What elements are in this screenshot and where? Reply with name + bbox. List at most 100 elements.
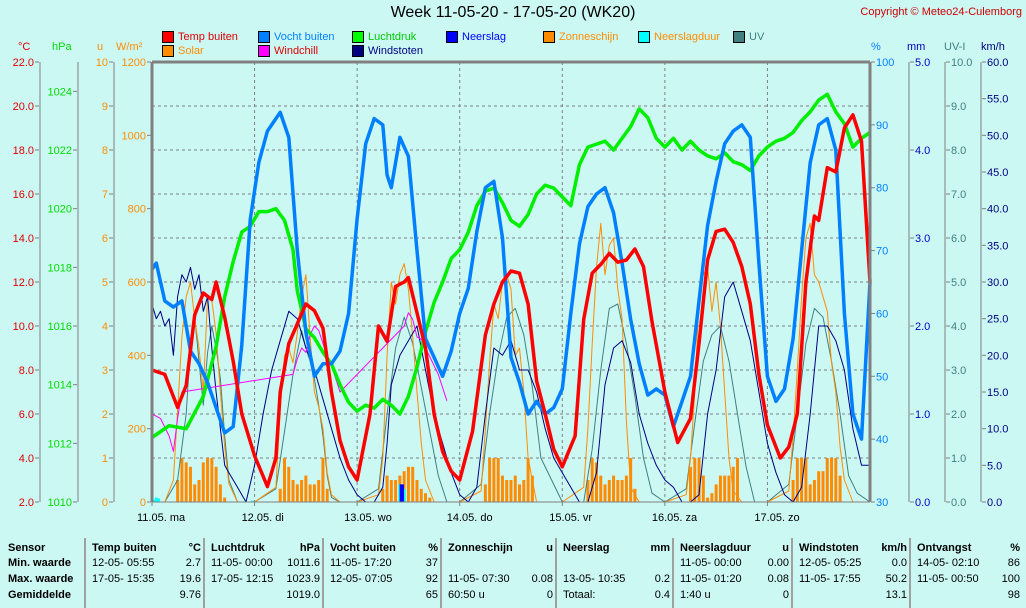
stats-header-label: Vocht buiten (330, 542, 396, 554)
bar-zonneschijn (428, 497, 432, 502)
tick-label-rain: 0.0 (915, 497, 930, 509)
tick-label-rain: 2.0 (915, 321, 930, 333)
legend-swatch (446, 31, 458, 43)
tick-label-wind: 15.0 (987, 387, 1008, 399)
stats-time: 11-05- 00:50 (917, 573, 979, 585)
legend-swatch (543, 31, 555, 43)
stats-row: 12-05- 07:05 92 (324, 573, 442, 589)
bar-zonneschijn (513, 475, 517, 502)
stats-value: 0.0 (891, 557, 907, 569)
stats-header: Ontvangst% (911, 542, 1024, 558)
tick-label-sun: 6 (102, 233, 108, 245)
legend-item: Windstoten (352, 45, 423, 57)
tick-label-humidity: 80 (876, 183, 888, 195)
stats-header: Sensor (6, 542, 88, 558)
bar-zonneschijn (197, 480, 201, 502)
bar-zonneschijn (736, 458, 740, 502)
bar-zonneschijn (304, 475, 308, 502)
bar-zonneschijn (800, 458, 804, 502)
stats-header: Neerslag mm (557, 542, 674, 558)
bar-zonneschijn (522, 480, 526, 502)
stats-row: 1019.0 (205, 589, 324, 605)
tick-label-humidity: 100 (876, 57, 894, 69)
bar-zonneschijn (287, 466, 291, 502)
stats-header-unit: km/h (881, 542, 907, 554)
tick-label-wind: 0.0 (987, 497, 1002, 509)
bar-zonneschijn (830, 458, 834, 502)
bar-zonneschijn (406, 466, 410, 502)
stats-row: 11-05- 00:50 100 (911, 573, 1024, 589)
bar-zonneschijn (624, 475, 628, 502)
stats-column: Zonneschijn u 11-05- 07:30 0.08 60:50 u 0 (440, 538, 557, 608)
bar-zonneschijn (838, 475, 842, 502)
bar-zonneschijn (488, 458, 492, 502)
tick-label-pressure: 1018 (48, 262, 72, 274)
x-tick-label: 11.05. ma (137, 512, 186, 524)
tick-label-sun: 7 (102, 189, 108, 201)
bar-series (152, 458, 842, 502)
bar-zonneschijn (817, 471, 821, 502)
bar-zonneschijn (599, 475, 603, 502)
stats-row-label: Max. waarde (8, 573, 74, 585)
bar-zonneschijn (278, 488, 282, 502)
tick-label-solar: 1200 (122, 57, 146, 69)
stats-value: 9.76 (179, 589, 201, 601)
stats-value: 2.7 (185, 557, 201, 569)
legend-label: Vocht buiten (274, 31, 335, 43)
legend-label: Luchtdruk (368, 31, 417, 43)
bar-zonneschijn (193, 484, 197, 502)
tick-label-sun: 9 (102, 101, 108, 113)
bar-zonneschijn (526, 458, 530, 502)
bar-zonneschijn (385, 475, 389, 502)
tick-label-rain: 5.0 (915, 57, 930, 69)
bar-zonneschijn (795, 458, 799, 502)
bar-zonneschijn (530, 475, 534, 502)
stats-row: 11-05- 17:20 37 (324, 557, 442, 573)
bar-zonneschijn (317, 480, 321, 502)
legend-swatch (258, 31, 270, 43)
tick-label-solar: 200 (128, 424, 146, 436)
stats-value: 0 (782, 589, 789, 601)
stats-row: 98 (911, 589, 1024, 605)
stats-value: 65 (425, 589, 438, 601)
legend-swatch (352, 31, 364, 43)
stats-row: 13-05- 10:35 0.2 (557, 573, 674, 589)
bar-zonneschijn (804, 458, 808, 502)
stats-row: 11-05- 07:30 0.08 (442, 573, 557, 589)
stats-header-label: Neerslag (563, 542, 610, 554)
weather-chart: 2.04.06.08.010.012.014.016.018.020.022.0… (13, 41, 1009, 524)
stats-time: 17-05- 12:15 (211, 573, 274, 585)
tick-label-humidity: 70 (876, 246, 888, 258)
tick-label-wind: 50.0 (987, 130, 1008, 142)
stats-time: Totaal: (563, 589, 596, 601)
bar-zonneschijn (184, 462, 188, 502)
bar-zonneschijn (620, 480, 624, 502)
bar-zonneschijn (723, 475, 727, 502)
bar-zonneschijn (697, 458, 701, 502)
stats-row: 11-05- 01:20 0.08 (674, 573, 793, 589)
bar-zonneschijn (825, 458, 829, 502)
legend-label: Neerslag (462, 31, 507, 43)
stats-row: 11-05- 00:00 1011.6 (205, 557, 324, 573)
stats-time: 17-05- 15:35 (92, 573, 155, 585)
tick-label-uv: 6.0 (951, 233, 966, 245)
tick-label-uv: 2.0 (951, 409, 966, 421)
bar-zonneschijn (590, 458, 594, 502)
stats-header-label: Sensor (8, 542, 46, 554)
tick-label-humidity: 30 (876, 497, 888, 509)
legend-item: Solar (162, 45, 204, 57)
tick-label-temp: 6.0 (19, 409, 34, 421)
stats-row: 9.76 (86, 589, 205, 605)
legend-label: Windstoten (368, 45, 424, 57)
stats-header-unit: % (428, 542, 438, 554)
stats-time: 11-05- 01:20 (680, 573, 742, 585)
bar-zonneschijn (424, 493, 428, 502)
stats-value: 86 (1007, 557, 1020, 569)
tick-label-temp: 14.0 (13, 233, 34, 245)
tick-label-wind: 30.0 (987, 277, 1008, 289)
tick-label-sun: 3 (102, 365, 108, 377)
bar-zonneschijn (223, 497, 227, 502)
tick-label-sun: 5 (102, 277, 108, 289)
stats-row: 60:50 u 0 (442, 589, 557, 605)
stats-value: 100 (1001, 573, 1020, 585)
